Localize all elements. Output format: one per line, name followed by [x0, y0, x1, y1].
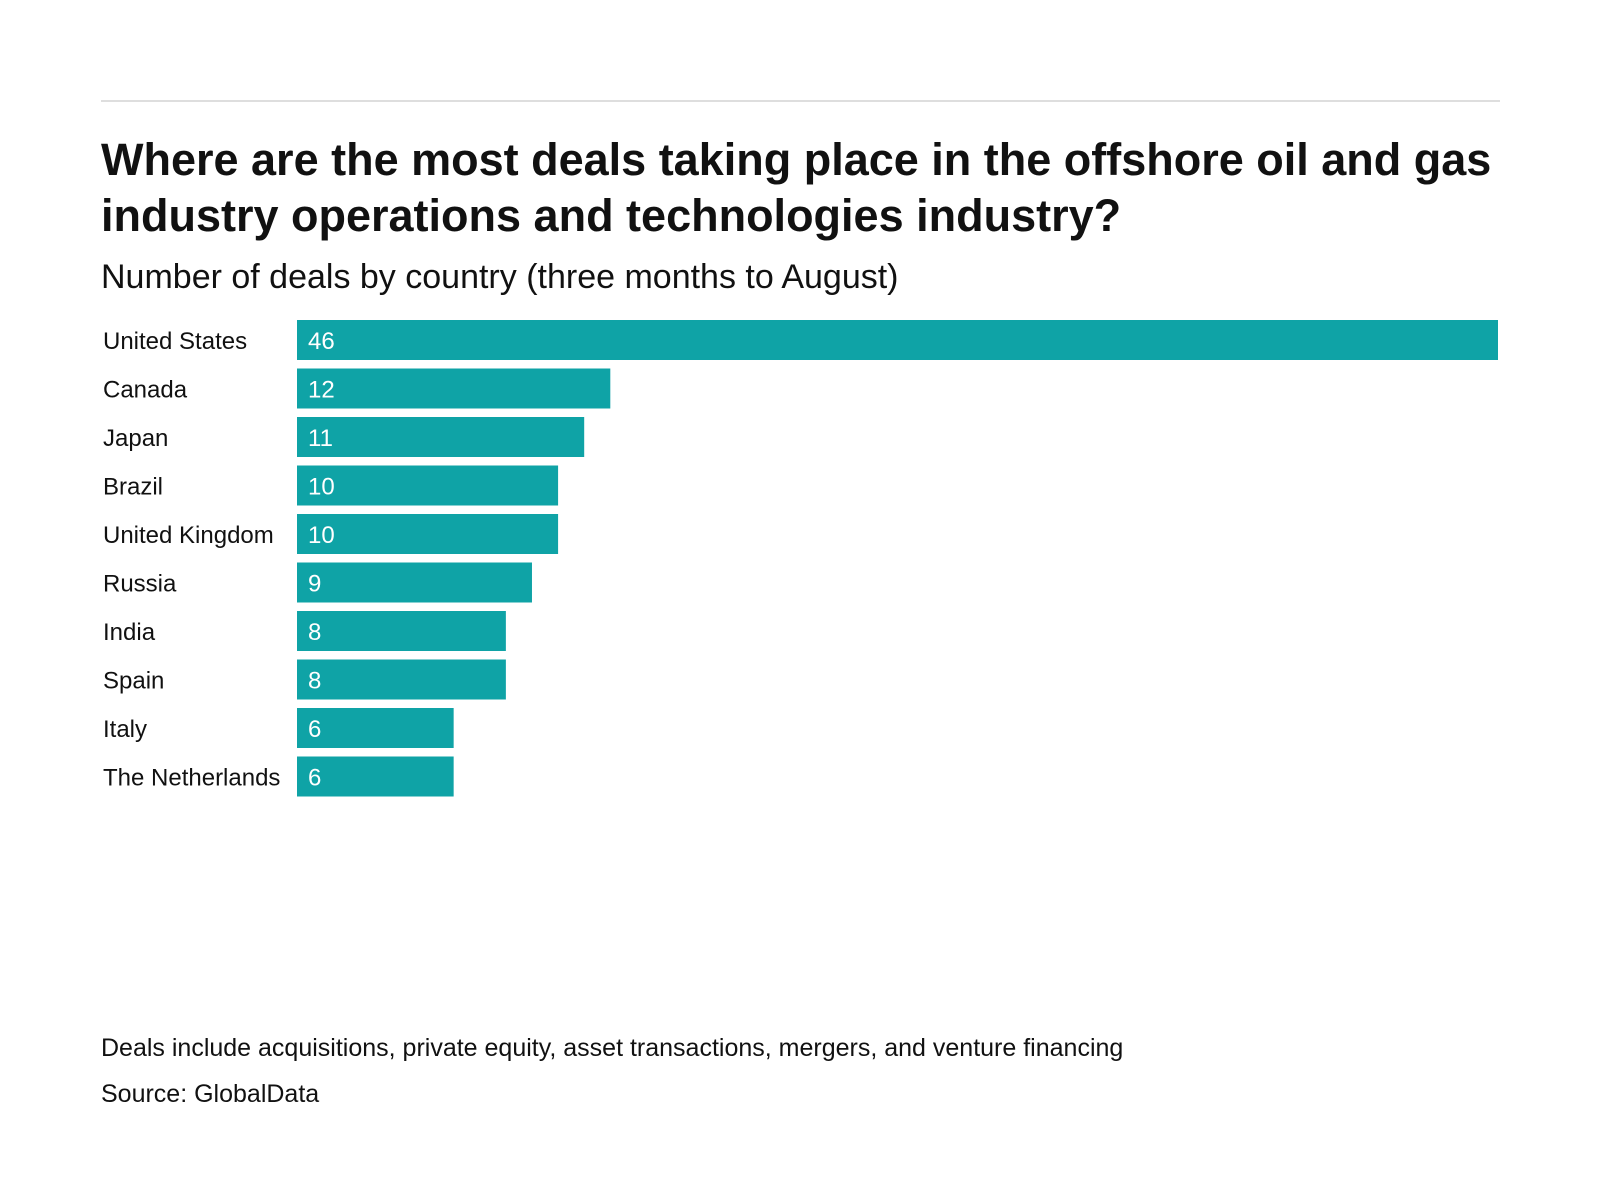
bar: [297, 659, 506, 700]
category-label: Brazil: [103, 474, 163, 501]
bar: [297, 368, 611, 409]
bar: [297, 562, 532, 603]
data-label: 46: [308, 328, 335, 355]
category-label: Spain: [103, 668, 164, 695]
category-label: Russia: [103, 571, 177, 598]
bar: [297, 514, 559, 554]
category-label: United Kingdom: [103, 522, 274, 549]
footnote: Deals include acquisitions, private equi…: [101, 1034, 1124, 1062]
data-label: 10: [308, 474, 335, 501]
category-label: Canada: [103, 377, 188, 404]
chart-header: Where are the most deals taking place in…: [101, 118, 1511, 298]
category-label: The Netherlands: [103, 765, 280, 792]
bar: [297, 320, 1498, 360]
top-rule: [101, 100, 1500, 102]
data-label: 10: [308, 522, 335, 549]
source-note: Source: GlobalData: [101, 1080, 320, 1108]
data-label: 9: [308, 571, 321, 598]
bar: [297, 417, 585, 457]
data-label: 8: [308, 668, 321, 695]
data-label: 6: [308, 765, 321, 792]
category-label: Japan: [103, 425, 168, 452]
data-label: 12: [308, 377, 335, 404]
data-label: 6: [308, 716, 321, 743]
data-label: 11: [308, 425, 333, 452]
category-label: Italy: [103, 716, 147, 743]
category-label: India: [103, 619, 156, 646]
bar: [297, 756, 454, 797]
chart-title: Where are the most deals taking place in…: [101, 134, 1492, 241]
bar: [297, 465, 559, 506]
bar: [297, 611, 506, 651]
category-label: United States: [103, 328, 247, 355]
bar: [297, 708, 454, 748]
chart-subtitle: Number of deals by country (three months…: [101, 258, 899, 296]
data-label: 8: [308, 619, 321, 646]
